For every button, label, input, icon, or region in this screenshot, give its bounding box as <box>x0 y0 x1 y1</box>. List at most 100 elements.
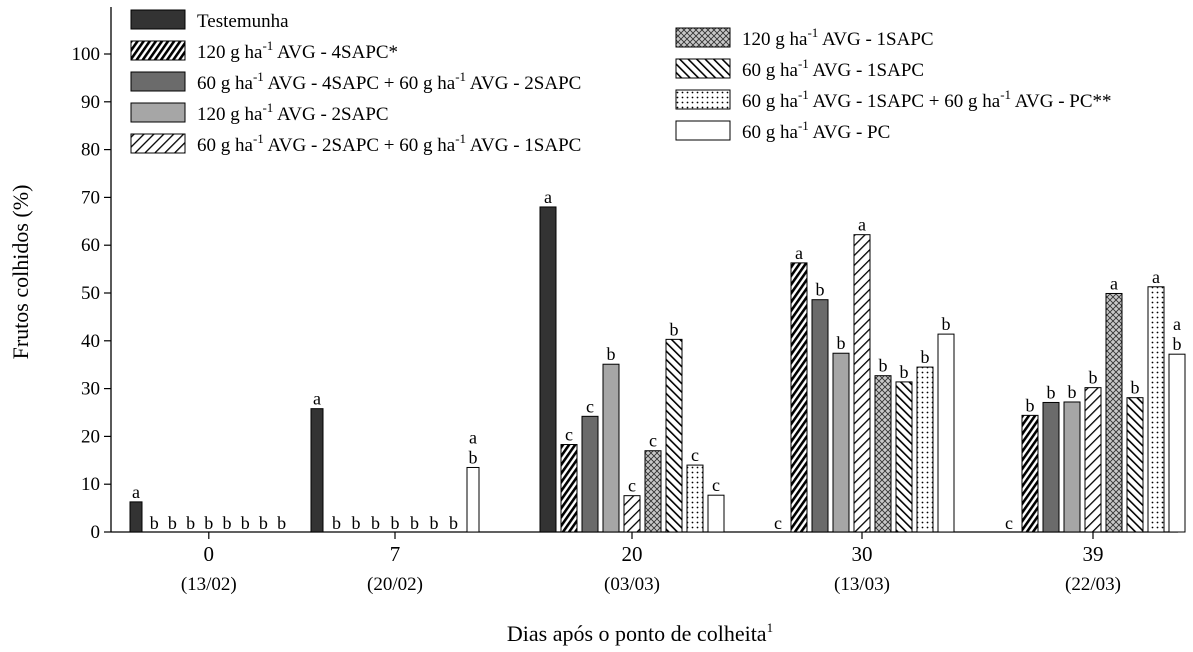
significance-letter: b <box>241 513 250 533</box>
legend-label: 60 g ha-1 AVG - PC <box>742 118 890 143</box>
legend-label-part: 60 g ha <box>197 135 254 156</box>
bar <box>916 366 934 533</box>
legend-label-part: AVG - 2SAPC <box>466 73 581 94</box>
significance-letter: a <box>132 482 140 502</box>
legend-label-sup: -1 <box>253 69 264 84</box>
y-tick-label: 20 <box>81 426 100 447</box>
y-tick-label: 40 <box>81 331 100 352</box>
x-tick-label: 7 <box>390 542 401 566</box>
significance-letter: b <box>921 347 930 367</box>
legend-label-part: Testemunha <box>197 11 289 32</box>
significance-letter: a <box>858 215 866 235</box>
significance-letter: b <box>410 513 419 533</box>
x-axis-title-text: Dias após o ponto de colheita <box>507 621 767 646</box>
bar <box>602 363 620 533</box>
significance-letter: a <box>313 389 321 409</box>
bar <box>853 234 871 533</box>
significance-letter: c <box>1005 513 1013 533</box>
significance-letter: a <box>544 187 552 207</box>
bar <box>310 408 324 533</box>
bar <box>832 352 850 533</box>
y-tick-label: 60 <box>81 235 100 256</box>
bar <box>686 464 704 533</box>
significance-letter: b <box>186 513 195 533</box>
significance-letter: b <box>670 319 679 339</box>
x-ticks: 0 (13/02) 7 (20/02) 20 (03/03) 30 (13/03) 39 (22/… <box>181 532 1121 595</box>
legend-label-sup: -1 <box>798 56 809 71</box>
legend-swatch <box>130 71 186 92</box>
legend-label-part: 60 g ha <box>742 91 799 112</box>
legend-label-part: 120 g ha <box>742 29 808 50</box>
legend-label-sup: -1 <box>455 69 466 84</box>
significance-letter: a <box>1152 267 1160 287</box>
significance-letter: c <box>691 445 699 465</box>
significance-letter: b <box>837 333 846 353</box>
legend-swatch <box>675 120 731 141</box>
legend-label-part: AVG - PC <box>809 122 890 143</box>
x-tick-label: 39 <box>1083 542 1104 566</box>
legend-label-sup: -1 <box>253 131 264 146</box>
bar <box>129 501 143 533</box>
y-tick-label: 50 <box>81 283 100 304</box>
legend-label-part: 60 g ha <box>742 60 799 81</box>
legend-swatch <box>130 133 186 154</box>
y-tick-label: 0 <box>91 522 101 543</box>
significance-letter: c <box>649 431 657 451</box>
bar <box>1063 401 1081 533</box>
legend-label: 120 g ha-1 AVG - 1SAPC <box>742 25 934 50</box>
significance-letter: c <box>565 425 573 445</box>
x-tick-label: 0 <box>204 542 215 566</box>
bar <box>623 495 641 533</box>
legend-swatch <box>130 102 186 123</box>
legend-label-part: 120 g ha <box>197 42 263 63</box>
legend-label-part: 60 g ha <box>742 122 799 143</box>
y-tick-label: 100 <box>72 44 101 65</box>
x-tick-date-label: (13/03) <box>834 574 890 595</box>
y-tick-label: 80 <box>81 140 100 161</box>
bar <box>874 375 892 533</box>
significance-letter: b <box>1089 368 1098 388</box>
x-tick-date-label: (20/02) <box>367 574 423 595</box>
bar <box>1126 397 1144 533</box>
bar <box>1147 286 1165 533</box>
legend-label-part: AVG - 2SAPC + 60 g ha <box>264 135 456 156</box>
legend-label: 60 g ha-1 AVG - 1SAPC <box>742 56 924 81</box>
y-tick-label: 10 <box>81 474 100 495</box>
bar <box>581 415 599 533</box>
significance-letter: b <box>168 513 177 533</box>
y-tick-label: 90 <box>81 92 100 113</box>
significance-letter: b <box>900 362 909 382</box>
legend-label: Testemunha <box>197 11 289 32</box>
y-tick-label: 70 <box>81 187 100 208</box>
significance-letter: c <box>712 475 720 495</box>
bar <box>790 262 808 533</box>
y-axis-title: Frutos colhidos (%) <box>8 185 33 360</box>
legend-label-part: AVG - 1SAPC <box>466 135 581 156</box>
bar <box>466 466 480 533</box>
legend-label-sup: -1 <box>798 118 809 133</box>
significance-letter: b <box>150 513 159 533</box>
y-ticks: 0 10 20 30 40 50 60 70 80 90 100 <box>72 44 111 543</box>
significance-letter: b <box>942 314 951 334</box>
legend-label-sup: -1 <box>807 25 818 40</box>
x-tick-date-label: (13/02) <box>181 574 237 595</box>
significance-letter: a <box>1110 273 1118 293</box>
significance-letter: b <box>204 513 213 533</box>
bar <box>1084 387 1102 533</box>
legend-swatch <box>675 27 731 48</box>
legend-label: 60 g ha-1 AVG - 4SAPC + 60 g ha-1 AVG - … <box>197 69 581 94</box>
bar <box>1042 401 1060 533</box>
legend-label-sup: -1 <box>455 131 466 146</box>
significance-letter: c <box>586 396 594 416</box>
bar <box>707 494 725 533</box>
legend-label-part: 120 g ha <box>197 104 263 125</box>
bar <box>937 333 955 533</box>
legend-label-part: 60 g ha <box>197 73 254 94</box>
x-tick-label: 20 <box>622 542 643 566</box>
x-tick-date-label: (03/03) <box>604 574 660 595</box>
legend-label: 60 g ha-1 AVG - 2SAPC + 60 g ha-1 AVG - … <box>197 131 581 156</box>
legend-swatch <box>130 9 186 30</box>
